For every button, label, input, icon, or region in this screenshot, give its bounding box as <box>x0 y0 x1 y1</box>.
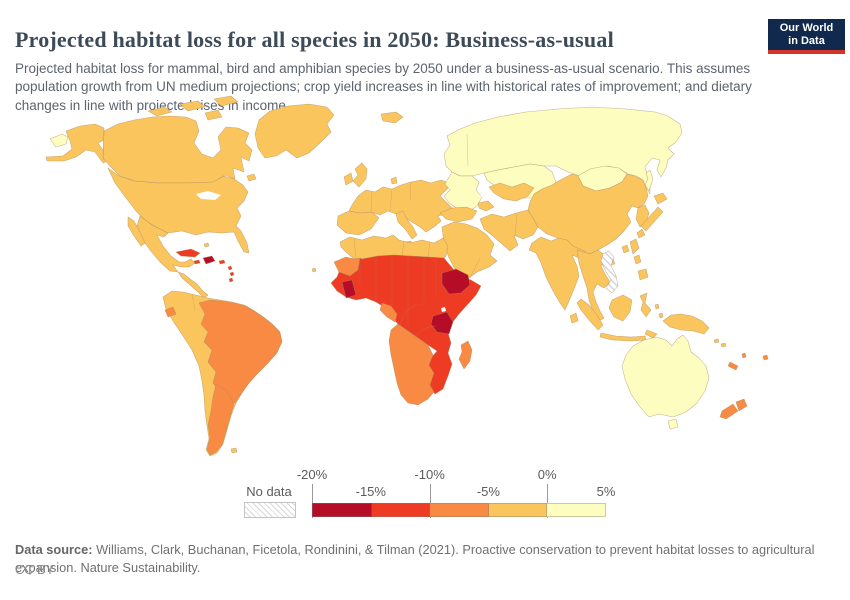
owid-logo[interactable]: Our World in Data <box>768 19 845 55</box>
data-source-note: Data source: Williams, Clark, Buchanan, … <box>15 541 837 577</box>
region-bahamas[interactable] <box>203 242 210 248</box>
region-united-kingdom[interactable] <box>352 162 368 188</box>
region-central-asia[interactable] <box>488 182 535 202</box>
region-canada[interactable] <box>102 115 253 184</box>
legend-bin-swatch[interactable] <box>547 503 606 517</box>
license-link[interactable]: CC BY <box>15 562 55 577</box>
legend-no-data-label: No data <box>246 484 292 499</box>
region-new-guinea[interactable] <box>662 313 710 335</box>
legend-tick-label: 0% <box>537 467 557 482</box>
region-japan[interactable] <box>636 192 668 239</box>
legend-bin-swatch[interactable] <box>371 503 431 517</box>
legend-bin-swatch[interactable] <box>488 503 548 517</box>
region-greenland[interactable] <box>254 103 335 159</box>
region-central-america[interactable] <box>177 271 209 299</box>
region-newfoundland[interactable] <box>246 173 257 182</box>
region-maritime-southeast-asia[interactable] <box>576 292 664 342</box>
region-iran-afghanistan-pakistan[interactable] <box>479 209 539 252</box>
region-fiji[interactable] <box>762 354 769 361</box>
lake-victoria <box>441 307 446 312</box>
owid-logo-red-bar <box>768 50 845 55</box>
region-vietnam-no-data[interactable] <box>600 250 619 294</box>
region-ecuador[interactable] <box>164 306 177 318</box>
legend-tick-label: 5% <box>596 484 616 499</box>
region-baja-california[interactable] <box>127 216 146 247</box>
region-tasmania[interactable] <box>667 418 679 430</box>
region-australia[interactable] <box>621 334 710 418</box>
region-ghana[interactable] <box>341 279 357 299</box>
region-chukotka-fragment[interactable] <box>49 133 69 148</box>
legend-tick-label: -20% <box>296 467 328 482</box>
legend-tick-label: -15% <box>355 484 386 499</box>
region-gabon-congo-coast[interactable] <box>379 302 398 323</box>
region-vanuatu[interactable] <box>741 352 747 359</box>
owid-logo-line2: in Data <box>788 35 825 48</box>
legend-tick-label: -5% <box>476 484 500 499</box>
legend-tick-label: -10% <box>414 467 445 482</box>
region-jamaica[interactable] <box>193 259 201 265</box>
legend-colorbar: -20% -15% -10% -5% 0% 5% <box>297 467 615 519</box>
region-new-caledonia[interactable] <box>727 361 739 371</box>
region-denmark[interactable] <box>390 176 398 185</box>
region-italy[interactable] <box>395 210 418 240</box>
region-ireland[interactable] <box>343 172 354 186</box>
region-arabian-peninsula[interactable] <box>441 221 498 281</box>
region-alaska[interactable] <box>45 123 111 164</box>
region-taiwan[interactable] <box>621 244 630 254</box>
legend-tick-line <box>312 484 313 518</box>
legend-tick-line <box>429 484 431 518</box>
region-india[interactable] <box>528 236 586 311</box>
region-mexico[interactable] <box>135 215 196 273</box>
region-cape-verde[interactable] <box>311 267 317 273</box>
region-iberia[interactable] <box>336 210 380 236</box>
region-turkey[interactable] <box>439 206 478 223</box>
data-source-label: Data source: <box>15 541 93 557</box>
region-tanzania[interactable] <box>430 311 454 335</box>
region-iceland[interactable] <box>380 111 404 124</box>
region-argentina[interactable] <box>206 383 235 456</box>
owid-logo-line1: Our World <box>779 22 834 34</box>
region-solomon-islands[interactable] <box>713 338 727 348</box>
region-sri-lanka[interactable] <box>569 312 579 324</box>
country-borders <box>102 130 518 339</box>
owid-logo-text: Our World in Data <box>768 19 845 51</box>
legend-bin-swatch[interactable] <box>312 503 372 517</box>
region-falklands[interactable] <box>230 447 238 454</box>
region-ukraine-belarus[interactable] <box>443 171 483 213</box>
great-lakes <box>196 191 221 200</box>
region-brazil[interactable] <box>198 299 283 404</box>
region-ethiopia[interactable] <box>441 268 471 295</box>
region-new-zealand[interactable] <box>719 398 748 420</box>
region-indochina[interactable] <box>576 249 611 322</box>
data-source-text: Williams, Clark, Buchanan, Ficetola, Ron… <box>15 541 815 575</box>
region-puerto-rico[interactable] <box>218 259 226 265</box>
page-title: Projected habitat loss for all species i… <box>15 26 614 52</box>
legend-tick-line <box>547 484 549 518</box>
legend-bin-swatch[interactable] <box>430 503 489 517</box>
legend-no-data-swatch[interactable] <box>244 502 296 518</box>
chart-subtitle: Projected habitat loss for mammal, bird … <box>15 60 752 113</box>
region-philippines[interactable] <box>629 238 649 281</box>
region-madagascar[interactable] <box>458 340 473 370</box>
region-arctic-islands[interactable] <box>147 95 239 121</box>
region-lesser-antilles[interactable] <box>227 265 235 283</box>
region-cuba[interactable] <box>175 248 201 258</box>
region-southern-africa[interactable] <box>388 323 435 406</box>
region-sakhalin[interactable] <box>644 169 654 192</box>
region-hispaniola[interactable] <box>202 255 216 265</box>
legend-bar <box>312 503 606 517</box>
region-caucasus[interactable] <box>477 200 495 212</box>
